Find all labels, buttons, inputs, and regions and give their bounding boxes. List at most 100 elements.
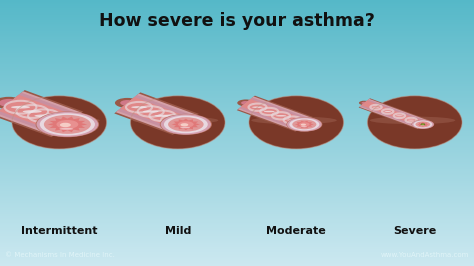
Ellipse shape [164, 115, 208, 133]
Polygon shape [237, 95, 313, 132]
Bar [0, 27, 474, 28]
Bar [0, 141, 474, 142]
Bar [0, 9, 474, 10]
Ellipse shape [155, 115, 170, 117]
Bar [0, 63, 474, 64]
Bar [0, 165, 474, 166]
Text: © Mechanisms In Medicine Inc.: © Mechanisms In Medicine Inc. [5, 252, 115, 258]
Bar [0, 125, 474, 126]
Bar [0, 246, 474, 247]
Ellipse shape [289, 118, 319, 130]
Ellipse shape [178, 121, 194, 127]
Ellipse shape [292, 119, 316, 129]
Bar [0, 204, 474, 205]
Bar [0, 15, 474, 16]
Bar [0, 130, 474, 131]
Bar [0, 242, 474, 243]
Ellipse shape [301, 124, 306, 126]
Bar [0, 112, 474, 113]
Bar [0, 32, 474, 33]
Bar [0, 217, 474, 218]
Polygon shape [359, 99, 428, 128]
Bar [0, 1, 474, 2]
Bar [0, 28, 474, 29]
Bar [0, 169, 474, 171]
Bar [0, 219, 474, 220]
Bar [0, 41, 474, 43]
Bar [0, 168, 474, 169]
Bar [0, 85, 474, 86]
Circle shape [12, 96, 107, 149]
Bar [0, 64, 474, 65]
Bar [0, 261, 474, 262]
Bar [0, 92, 474, 93]
Bar [0, 178, 474, 179]
Bar [0, 176, 474, 177]
Ellipse shape [421, 124, 424, 125]
Bar [0, 244, 474, 245]
Bar [0, 247, 474, 248]
Ellipse shape [251, 117, 337, 124]
Text: Mild: Mild [164, 226, 191, 236]
Bar [0, 103, 474, 104]
Bar [0, 131, 474, 132]
Bar [0, 211, 474, 212]
Polygon shape [0, 91, 82, 136]
Bar [0, 262, 474, 263]
Bar [0, 105, 474, 106]
Bar [0, 132, 474, 133]
Bar [0, 25, 474, 26]
Bar [0, 93, 474, 94]
Bar [0, 258, 474, 259]
Bar [0, 162, 474, 163]
Bar [0, 149, 474, 151]
Text: Intermittent: Intermittent [21, 226, 98, 236]
Bar [0, 99, 474, 100]
Ellipse shape [396, 115, 403, 116]
Bar [0, 151, 474, 152]
Bar [0, 139, 474, 140]
Ellipse shape [59, 128, 73, 130]
Bar [0, 68, 474, 69]
Ellipse shape [275, 115, 286, 117]
Bar [0, 134, 474, 135]
Bar [0, 129, 474, 130]
Ellipse shape [14, 117, 100, 124]
Bar [0, 33, 474, 34]
Ellipse shape [161, 114, 211, 135]
Ellipse shape [373, 107, 379, 108]
Bar [0, 255, 474, 256]
Bar [0, 182, 474, 183]
Bar [0, 146, 474, 147]
Bar [0, 208, 474, 209]
Polygon shape [0, 93, 80, 135]
Polygon shape [0, 95, 77, 132]
Bar [0, 127, 474, 128]
Bar [0, 235, 474, 236]
Ellipse shape [362, 102, 367, 104]
Bar [0, 142, 474, 143]
Bar [0, 36, 474, 38]
Polygon shape [241, 99, 309, 128]
Bar [0, 76, 474, 77]
Bar [0, 216, 474, 217]
Bar [0, 202, 474, 203]
Bar [0, 135, 474, 136]
Bar [0, 177, 474, 178]
Bar [0, 222, 474, 223]
Bar [0, 79, 474, 80]
Ellipse shape [36, 111, 99, 137]
Bar [0, 8, 474, 9]
Ellipse shape [166, 119, 182, 121]
Polygon shape [172, 119, 200, 130]
Bar [0, 108, 474, 109]
Bar [0, 193, 474, 194]
Bar [0, 101, 474, 102]
Bar [0, 191, 474, 192]
Bar [0, 56, 474, 57]
Bar [0, 113, 474, 114]
Ellipse shape [370, 117, 455, 124]
Bar [0, 78, 474, 79]
Bar [0, 221, 474, 222]
Bar [0, 256, 474, 257]
